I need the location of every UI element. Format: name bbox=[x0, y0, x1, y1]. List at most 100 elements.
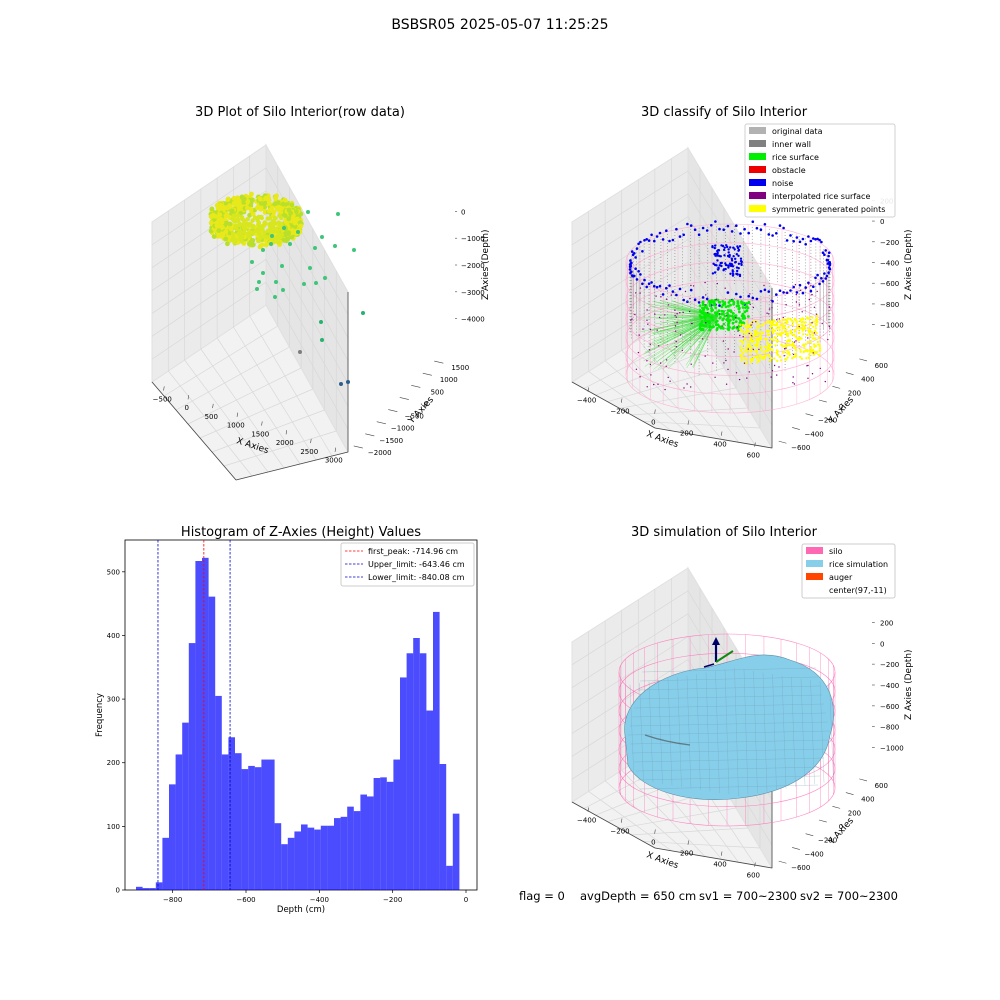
rice-mesh-line bbox=[635, 766, 823, 772]
symmetric-point bbox=[787, 325, 790, 329]
histogram-bar bbox=[281, 844, 288, 890]
interpolated-point bbox=[721, 325, 723, 327]
rice-mesh-line bbox=[639, 682, 644, 782]
raw-point bbox=[241, 200, 247, 205]
raw-point bbox=[261, 248, 265, 252]
symmetric-point bbox=[818, 349, 822, 352]
noise-point bbox=[733, 248, 736, 251]
histogram-bar bbox=[274, 823, 282, 890]
symmetric-point bbox=[784, 331, 788, 335]
histogram-x-ticks: −800 −600 −400 −200 0 bbox=[163, 890, 468, 904]
noise-point bbox=[731, 274, 735, 277]
interpolated-point bbox=[659, 362, 662, 364]
interpolated-point bbox=[771, 307, 773, 309]
raw-point bbox=[232, 218, 237, 224]
noise-point bbox=[650, 233, 653, 237]
symmetric-point bbox=[809, 323, 812, 326]
raw-point bbox=[232, 213, 237, 218]
x-axis-line bbox=[571, 801, 656, 849]
interpolated-point bbox=[670, 294, 672, 296]
noise-point bbox=[821, 251, 825, 254]
symmetric-point bbox=[816, 320, 819, 324]
rice-surface-ray bbox=[692, 315, 719, 368]
raw-point bbox=[267, 223, 272, 228]
interpolated-point bbox=[727, 368, 729, 371]
rice-surface-point bbox=[710, 299, 714, 302]
raw-point bbox=[314, 281, 318, 285]
axis-tick bbox=[792, 427, 800, 430]
noise-point bbox=[713, 246, 716, 250]
symmetric-point bbox=[794, 335, 797, 338]
rice-mesh-line bbox=[743, 669, 749, 795]
raw-point bbox=[250, 260, 254, 264]
noise-point bbox=[767, 290, 771, 293]
raw-point bbox=[320, 235, 324, 239]
symmetric-point bbox=[798, 337, 802, 340]
simulation-z-axis-label: Z Axies (Depth) bbox=[904, 649, 914, 720]
histogram-y-ticks: 0 100 200 300 400 500 bbox=[107, 568, 125, 895]
symmetric-point bbox=[802, 317, 805, 321]
histogram-bar bbox=[314, 829, 321, 890]
symmetric-point bbox=[783, 345, 786, 348]
rice-surface-point bbox=[713, 311, 717, 314]
tick-label: −1000 bbox=[391, 425, 415, 433]
symmetric-point bbox=[768, 359, 772, 362]
tick-label: 3000 bbox=[325, 457, 343, 465]
histogram-bar bbox=[228, 737, 235, 890]
noise-point bbox=[713, 271, 717, 274]
symmetric-point bbox=[783, 329, 786, 332]
rice-surface-point bbox=[747, 301, 751, 304]
legend-label: silo bbox=[829, 547, 843, 556]
interpolated-point bbox=[664, 314, 666, 316]
raw-point bbox=[218, 202, 224, 208]
tick-label: 200 bbox=[848, 809, 861, 817]
interpolated-point bbox=[667, 376, 669, 379]
symmetric-point bbox=[791, 323, 794, 327]
rice-surface-point bbox=[701, 301, 705, 304]
rice-surface-point bbox=[718, 325, 721, 328]
rice-mesh-line bbox=[648, 681, 654, 783]
legend-swatch bbox=[749, 179, 766, 186]
noise-point bbox=[743, 227, 746, 231]
rice-surface-point bbox=[714, 323, 718, 327]
raw-point bbox=[245, 205, 250, 211]
interpolated-point bbox=[704, 355, 706, 357]
simulation-y-axis-label: Y Axies bbox=[826, 816, 856, 848]
interpolated-point bbox=[639, 287, 642, 289]
symmetric-point bbox=[776, 359, 779, 363]
symmetric-point bbox=[741, 351, 745, 354]
noise-point bbox=[645, 238, 648, 241]
rice-mesh-line bbox=[658, 679, 663, 785]
tick-label: −3000 bbox=[461, 289, 485, 297]
tick-label: 400 bbox=[861, 376, 874, 384]
interpolated-point bbox=[649, 328, 652, 331]
noise-point bbox=[655, 285, 659, 289]
classify-points bbox=[625, 220, 835, 414]
tick-label: 0 bbox=[651, 839, 655, 847]
noise-point bbox=[807, 235, 810, 238]
rice-surface-point bbox=[699, 322, 703, 326]
symmetric-point bbox=[787, 339, 790, 342]
tick-label: 1500 bbox=[251, 430, 269, 438]
raw-point bbox=[227, 203, 233, 209]
symmetric-point bbox=[773, 357, 776, 360]
histogram-bar bbox=[301, 824, 308, 890]
noise-point bbox=[735, 266, 739, 269]
raw-point bbox=[257, 196, 263, 202]
rice-surface-point bbox=[715, 311, 719, 314]
interpolated-point bbox=[689, 297, 691, 300]
interpolated-point bbox=[807, 337, 809, 339]
axis-tick bbox=[687, 420, 689, 425]
interpolated-point bbox=[705, 322, 707, 324]
raw-point bbox=[258, 206, 264, 212]
noise-point bbox=[736, 269, 739, 273]
interpolated-point bbox=[747, 348, 749, 350]
floor-grid bbox=[643, 421, 761, 429]
rice-mesh-line bbox=[724, 669, 730, 795]
axis-tick bbox=[187, 395, 190, 400]
tick-label: −1000 bbox=[461, 235, 485, 243]
symmetric-point bbox=[739, 340, 742, 343]
interpolated-point bbox=[635, 292, 637, 294]
rice-surface-ray bbox=[652, 315, 719, 334]
histogram-bar bbox=[433, 611, 440, 890]
